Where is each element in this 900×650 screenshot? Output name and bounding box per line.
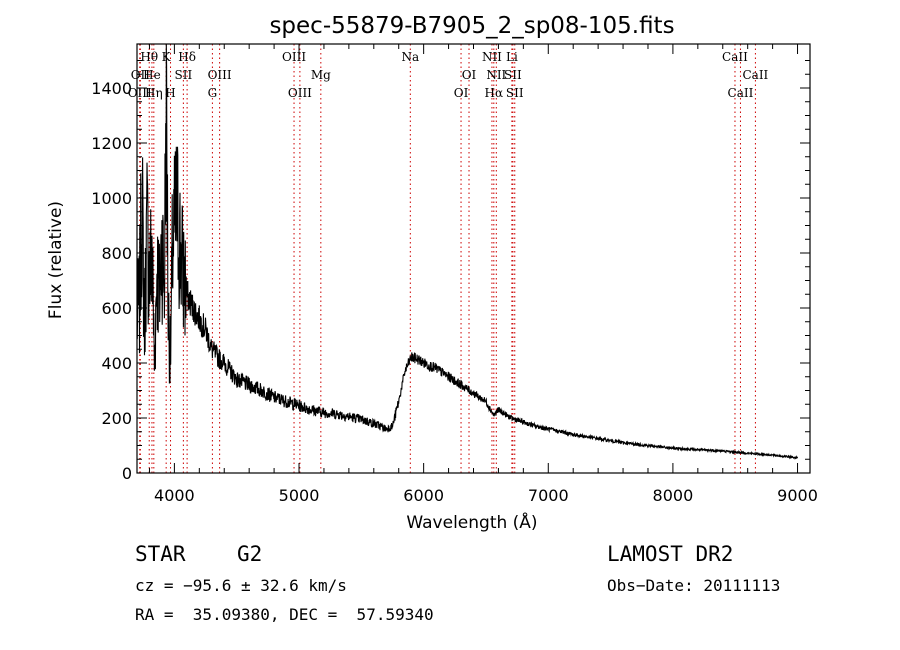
spectrum-line (136, 43, 799, 460)
sky-coordinates: RA = 35.09380, DEC = 57.59340 (135, 605, 434, 624)
line-markers (139, 44, 756, 473)
x-axis: 4000 5000 6000 7000 8000 9000 (148, 44, 818, 505)
line-marker-label: Hδ (178, 50, 196, 64)
line-marker-label: OIII (282, 50, 306, 64)
y-tick-label: 1200 (91, 134, 132, 153)
line-marker-label: OII (131, 68, 151, 82)
line-marker-label: OI (462, 68, 477, 82)
line-marker-label: Na (401, 50, 419, 64)
x-tick-label: 4000 (154, 486, 195, 505)
line-marker-label: NII (486, 68, 506, 82)
line-marker-label: Mg (311, 68, 331, 82)
line-marker-label: SII (506, 86, 524, 100)
survey-name: LAMOST DR2 (607, 542, 734, 566)
x-tick-label: 7000 (528, 486, 569, 505)
line-marker-label: Hη (145, 86, 163, 100)
y-tick-label: 600 (101, 299, 132, 318)
line-marker-label: NII (482, 50, 502, 64)
x-tick-label: 8000 (653, 486, 694, 505)
y-tick-label: 800 (101, 244, 132, 263)
redshift-velocity: cz = −95.6 ± 32.6 km/s (135, 576, 347, 595)
line-marker-label: Hθ (140, 50, 158, 64)
y-tick-label: 400 (101, 354, 132, 373)
y-tick-label: 200 (101, 409, 132, 428)
line-marker-label: Li (506, 50, 518, 64)
line-marker-label: OIII (128, 86, 152, 100)
x-axis-label: Wavelength (Å) (406, 511, 537, 533)
y-axis-label: Flux (relative) (46, 201, 66, 319)
x-tick-label: 5000 (279, 486, 320, 505)
object-subclass: G2 (237, 542, 263, 566)
object-class: STAR (135, 542, 186, 566)
line-marker-label: SII (504, 68, 522, 82)
observation-date: Obs−Date: 20111113 (607, 576, 781, 595)
line-marker-label: CaII (728, 86, 754, 100)
y-tick-label: 1400 (91, 79, 132, 98)
plot-frame (136, 43, 811, 474)
line-marker-label: He (143, 68, 161, 82)
line-marker-label: OIII (208, 68, 232, 82)
line-marker-label: H (165, 86, 175, 100)
line-marker-label: SII (175, 68, 193, 82)
y-axis: 0 200 400 600 800 1000 1200 1400 (91, 60, 810, 483)
y-tick-label: 1000 (91, 189, 132, 208)
line-marker-label: OI (454, 86, 469, 100)
line-marker-label: CaII (722, 50, 748, 64)
line-marker-label: CaII (742, 68, 768, 82)
line-marker-label: OIII (288, 86, 312, 100)
chart-title: spec-55879-B7905_2_sp08-105.fits (269, 13, 674, 39)
x-tick-label: 6000 (403, 486, 444, 505)
line-marker-label: Hα (485, 86, 504, 100)
x-tick-label: 9000 (777, 486, 818, 505)
line-marker-label: G (208, 86, 218, 100)
y-tick-label: 0 (122, 464, 132, 483)
